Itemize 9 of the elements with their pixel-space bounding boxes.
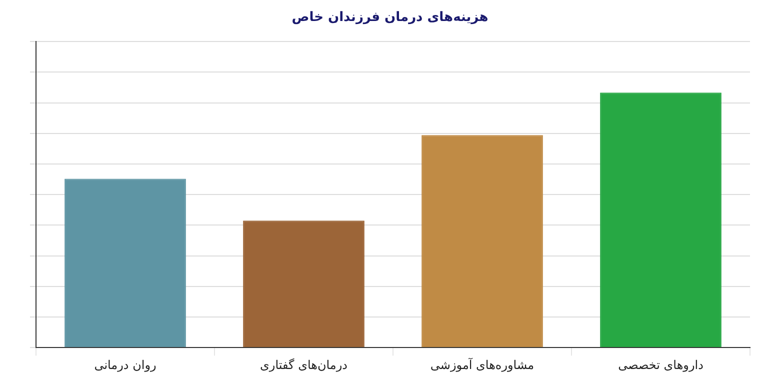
x-tick-label: درمان‌های گفتاری [260,358,348,372]
bar [422,135,543,348]
bar [64,178,186,348]
chart-title: هزینه‌های درمان فرزندان خاص [292,10,488,26]
x-tick-label: مشاوره‌های آموزشی [430,356,534,372]
bar [243,220,364,348]
x-tick-label: داروهای تخصصی [618,358,704,372]
bar [600,92,722,348]
x-tick-label: روان درمانی [94,358,157,372]
